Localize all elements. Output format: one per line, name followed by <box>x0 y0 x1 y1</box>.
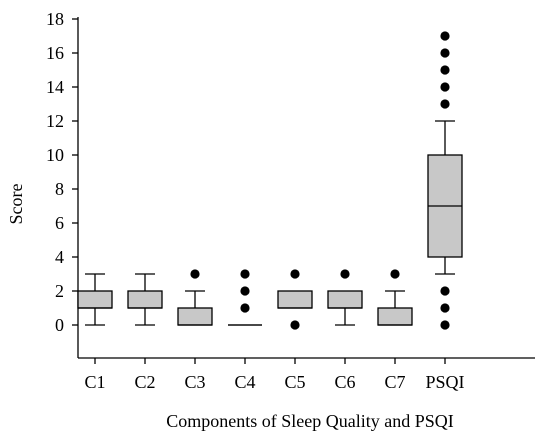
box-c2 <box>127 290 163 309</box>
x-tick-label: C6 <box>334 372 355 392</box>
outlier-point <box>440 65 450 75</box>
x-tick-label: C1 <box>84 372 105 392</box>
box-c3 <box>177 307 213 326</box>
y-tick-label: 12 <box>46 111 64 131</box>
outlier-point <box>440 31 450 41</box>
box-c5 <box>277 290 313 309</box>
box-c6 <box>327 290 363 309</box>
y-tick-label: 8 <box>55 179 64 199</box>
outlier-point <box>240 286 250 296</box>
outlier-point <box>390 269 400 279</box>
plot-area: 0 2 4 6 8 10 12 14 16 18 C1 C2 C3 C4 C5 C6 C7 PSQI <box>46 9 535 392</box>
y-tick-label: 18 <box>46 9 64 29</box>
outlier-point <box>440 99 450 109</box>
outlier-point <box>440 286 450 296</box>
outlier-point <box>190 269 200 279</box>
outlier-point <box>290 320 300 330</box>
y-tick-label: 4 <box>55 247 64 267</box>
y-tick-label: 10 <box>46 145 64 165</box>
outlier-point <box>240 269 250 279</box>
x-tick-label: PSQI <box>425 372 464 392</box>
outlier-point <box>440 303 450 313</box>
box-c7 <box>377 307 413 326</box>
x-tick-label: C5 <box>284 372 305 392</box>
outlier-point <box>340 269 350 279</box>
box-c1 <box>77 290 113 309</box>
x-tick-label: C2 <box>134 372 155 392</box>
y-tick-label: 2 <box>55 281 64 301</box>
y-tick-label: 14 <box>46 77 64 97</box>
x-tick-label: C3 <box>184 372 205 392</box>
x-tick-label: C7 <box>384 372 405 392</box>
outlier-point <box>440 320 450 330</box>
outlier-point <box>440 82 450 92</box>
x-tick-label: C4 <box>234 372 255 392</box>
y-tick-label: 6 <box>55 213 64 233</box>
y-tick-label: 16 <box>46 43 64 63</box>
x-axis-title: Components of Sleep Quality and PSQI <box>166 411 453 431</box>
y-tick-label: 0 <box>55 315 64 335</box>
outlier-point <box>440 48 450 58</box>
outlier-point <box>240 303 250 313</box>
y-axis-title: Score <box>6 183 26 224</box>
outlier-point <box>290 269 300 279</box>
